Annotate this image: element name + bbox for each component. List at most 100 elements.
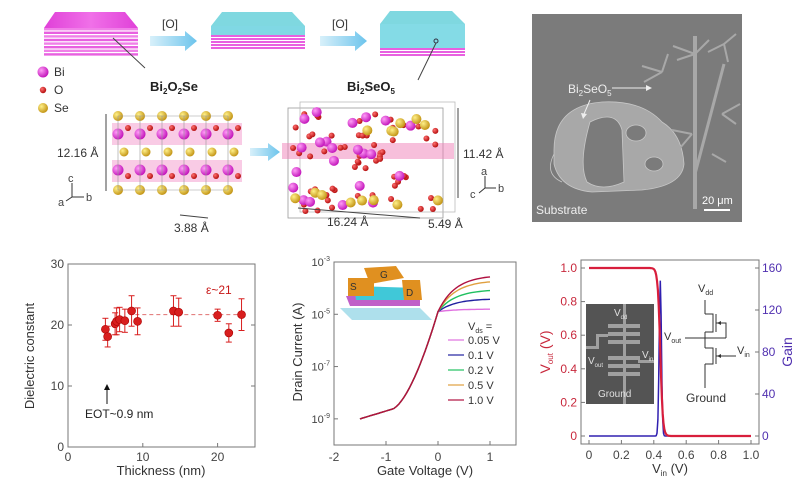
left-y-tick-label: 0.2 [560, 395, 577, 409]
bi-atom [337, 200, 348, 211]
right-y-tick-label: 0 [762, 429, 769, 443]
circuit-vdd-label: Vdd [698, 283, 713, 297]
left-y-axis-label: Vout (V) [537, 330, 555, 373]
o-atom [235, 125, 241, 131]
o-atom [321, 148, 328, 155]
x-tick-label: 10 [136, 450, 150, 464]
arrowhead-icon [581, 113, 587, 119]
o-atom [377, 155, 384, 162]
legend-bi: Bi [54, 65, 65, 79]
bi-atom [327, 142, 338, 153]
x-tick-label: 0.2 [613, 448, 630, 462]
o-atom [324, 197, 331, 204]
se-atom [362, 125, 373, 136]
o-atom [429, 205, 436, 212]
x-tick-label: -1 [381, 450, 392, 464]
gate-label: G [380, 270, 388, 281]
o-atom [191, 173, 197, 179]
axes-icon-1: c b a [58, 173, 92, 209]
data-point [224, 328, 234, 338]
bi2o2se-layer [44, 49, 138, 52]
o-atom [389, 137, 396, 144]
se-atom [141, 147, 151, 157]
right-y-tick-label: 40 [762, 387, 776, 401]
source-label: S [350, 282, 357, 293]
se-atom [290, 193, 301, 204]
plot-frame [333, 261, 517, 446]
bi2o2se-layer [44, 53, 138, 56]
dimension-5-49: 5.49 Å [428, 216, 463, 231]
inverter-circuit-schematic [685, 300, 736, 388]
x-tick-label: 1.0 [743, 448, 760, 462]
bi-atom [305, 196, 316, 207]
o-atom [356, 118, 363, 125]
o-atom [388, 195, 395, 202]
dimension-3-88: 3.88 Å [174, 220, 209, 235]
left-y-tick-label: 0 [570, 429, 577, 443]
data-point [103, 332, 112, 341]
o-atom [371, 142, 378, 149]
y-tick-label: 10-7 [312, 361, 331, 374]
o-atom [169, 125, 175, 131]
o-atom [329, 185, 336, 192]
bi-atom [366, 149, 377, 160]
inset-vin-label: Vin [642, 350, 653, 363]
bamboo-pattern [641, 33, 741, 209]
o-atom [351, 164, 358, 171]
bi-atom [311, 107, 322, 118]
se-atom-icon [38, 103, 48, 113]
bi-atom [394, 170, 405, 181]
sem-image: Bi2SeO5 Substrate 20 μm [532, 14, 742, 222]
o-atom [302, 208, 309, 215]
o-atom [432, 141, 439, 148]
x-axis-label: Thickness (nm) [117, 463, 206, 478]
dimension-12-16: 12.16 Å [57, 145, 98, 160]
pointer-line-1 [112, 37, 146, 69]
se-atom [163, 147, 173, 157]
pointer-line-2 [417, 42, 437, 81]
bi-atom [328, 155, 339, 166]
oxidation-schematic: [O] [O] Bi O Se Bi2O2Se Bi2SeO5 12.16 Å … [37, 11, 504, 235]
bi2o2se-layer [211, 41, 305, 43]
svg-text:b: b [86, 192, 92, 204]
bi-atom [347, 117, 358, 128]
y-tick-label: 10-5 [312, 308, 331, 321]
se-atom [419, 119, 430, 130]
legend-title: Vds = [468, 321, 492, 335]
bi2seo5-stack [380, 11, 465, 56]
series-curve [359, 276, 491, 420]
legend-o: O [54, 83, 63, 97]
data-point [120, 316, 130, 326]
o-atom [423, 135, 430, 142]
o-atom [307, 153, 314, 160]
se-atom [185, 147, 195, 157]
se-atom [229, 147, 239, 157]
x-axis-label: Gate Voltage (V) [377, 463, 473, 478]
x-tick-label: 0.6 [678, 448, 695, 462]
legend-label: 0.5 V [468, 380, 494, 392]
o-atom [290, 144, 297, 151]
bi2o2se-layer [44, 31, 138, 34]
device-inset: S G D [340, 266, 432, 320]
se-atom [345, 197, 356, 208]
o-atom [417, 205, 424, 212]
x-tick-label: 1 [487, 450, 494, 464]
arrowhead-icon [646, 85, 652, 91]
x-tick-label: 0 [65, 450, 72, 464]
bi-atom [405, 120, 416, 131]
bi-atom [296, 142, 307, 153]
bi2o2se-layer [44, 38, 138, 42]
o-atom [428, 195, 435, 202]
se-atom [368, 195, 379, 206]
o-atom-icon [39, 86, 47, 94]
bi-atom [314, 137, 325, 148]
se-atom [317, 190, 328, 201]
svg-text:a: a [481, 166, 488, 178]
substrate-label: Substrate [536, 203, 588, 217]
inset-ground-label: Ground [598, 389, 631, 400]
vout-curve [589, 266, 751, 438]
legend-label: 1.0 V [468, 395, 494, 407]
x-tick-label: 0.8 [710, 448, 727, 462]
o-atom [354, 158, 361, 165]
left-y-tick-label: 0.8 [560, 295, 577, 309]
